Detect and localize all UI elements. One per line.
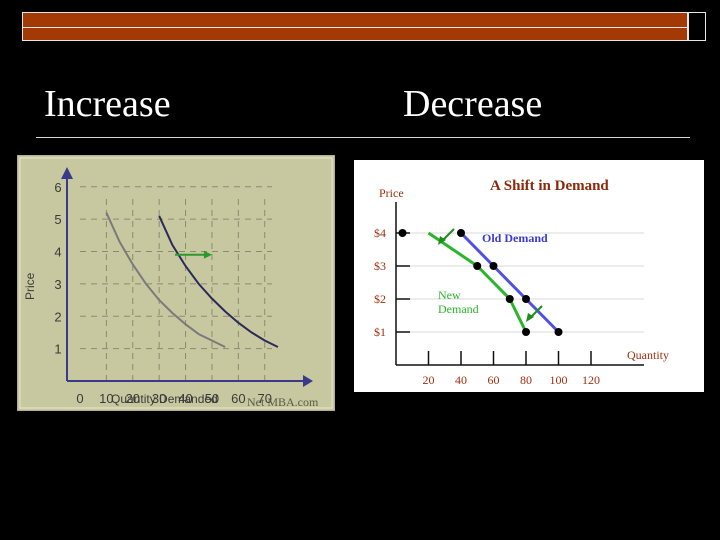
left-chart-background — [17, 155, 335, 411]
demand-point — [489, 262, 498, 270]
right-x-axis-label: Quantity — [627, 348, 669, 362]
demand-point — [398, 229, 407, 237]
left-y-axis-label: Price — [23, 272, 37, 300]
right-chart-lines — [398, 228, 563, 336]
right-x-tick-label: 100 — [550, 373, 568, 387]
left-chart-grid — [80, 186, 272, 381]
left-chart-frame — [19, 157, 333, 409]
right-chart-grid — [396, 232, 644, 333]
left-x-axis-arrowhead — [303, 375, 313, 387]
left-y-tick-label: 2 — [54, 309, 61, 324]
old-demand-curve — [459, 231, 560, 334]
demand-point — [473, 262, 482, 270]
left-chart-ticks: 0 10 20 30 40 50 60 70 1 2 3 4 5 6 — [54, 180, 272, 406]
title-bar — [22, 12, 688, 28]
right-x-tick-label: 40 — [455, 373, 467, 387]
demand-point — [457, 229, 465, 237]
left-chart-axes — [61, 167, 313, 387]
decrease-demand-chart: $1 $2 $3 $4 20 40 60 80 100 120 A Shift in Demand… — [354, 160, 704, 392]
left-x-tick-label: 0 — [76, 391, 83, 406]
left-x-tick-label: 30 — [152, 391, 166, 406]
heading-divider — [36, 137, 690, 138]
left-x-tick-label: 10 — [99, 391, 113, 406]
right-x-tick-label: 60 — [488, 373, 500, 387]
right-x-tick-label: 120 — [582, 373, 600, 387]
new-demand-label: New Demand — [438, 288, 479, 316]
shift-arrow-lower-head — [526, 313, 534, 322]
right-chart-ticks: $1 $2 $3 $4 20 40 60 80 100 120 — [374, 226, 600, 387]
left-x-axis-label: Quantity Demanded — [111, 392, 218, 406]
left-x-tick-label: 40 — [178, 391, 192, 406]
left-y-tick-label: 1 — [54, 342, 61, 357]
demand-point — [554, 328, 563, 336]
new-demand-curve — [427, 231, 528, 333]
shift-arrow-upper-head — [438, 236, 446, 245]
right-chart-title: A Shift in Demand — [490, 178, 609, 194]
right-chart-axes — [395, 202, 644, 366]
right-y-tick-label: $4 — [374, 226, 386, 240]
left-y-tick-label: 6 — [54, 180, 61, 195]
demand-point — [522, 295, 530, 303]
left-shift-arrowhead — [203, 250, 212, 259]
right-x-tick-label: 20 — [423, 373, 435, 387]
right-y-tick-label: $2 — [374, 292, 386, 306]
title-bar-lower — [22, 28, 688, 41]
left-x-tick-label: 60 — [231, 391, 245, 406]
right-y-tick-label: $1 — [374, 325, 386, 339]
demand-point — [505, 295, 514, 303]
left-y-tick-label: 4 — [54, 245, 61, 260]
netmba-watermark: Net MBA.com — [247, 395, 319, 409]
right-x-tick-label: 80 — [520, 373, 532, 387]
right-y-tick-label: $3 — [374, 259, 386, 273]
right-y-axis-label: Price — [379, 186, 404, 200]
demand-point — [522, 328, 530, 336]
right-chart-background — [354, 160, 704, 392]
right-heading: Decrease — [403, 83, 543, 125]
left-original-demand-curve — [105, 212, 226, 348]
left-chart-lines — [105, 212, 279, 348]
left-x-tick-label: 70 — [257, 391, 271, 406]
old-demand-label: Old Demand — [482, 231, 548, 245]
left-y-tick-label: 5 — [54, 212, 61, 227]
left-heading: Increase — [44, 83, 171, 125]
left-x-tick-label: 20 — [126, 391, 140, 406]
left-y-axis-arrowhead — [61, 167, 73, 179]
title-bar-end-box — [688, 12, 706, 41]
left-x-tick-label: 50 — [205, 391, 219, 406]
left-y-tick-label: 3 — [54, 277, 61, 292]
